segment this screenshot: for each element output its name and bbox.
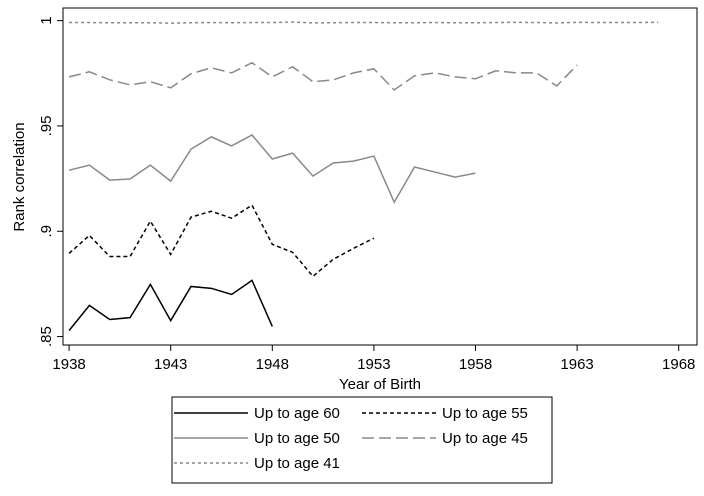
x-tick-label: 1968	[662, 356, 695, 373]
y-tick-label: .95	[38, 116, 55, 137]
legend-label: Up to age 60	[254, 405, 340, 422]
series-line	[68, 204, 375, 278]
legend	[171, 396, 553, 484]
legend-label: Up to age 41	[254, 455, 340, 472]
x-axis-label: Year of Birth	[339, 376, 421, 393]
series-line	[68, 279, 273, 331]
y-tick-label: 1	[38, 16, 55, 24]
x-tick-label: 1948	[256, 356, 289, 373]
y-tick-label: .9	[38, 225, 55, 238]
series-line	[69, 21, 659, 24]
series-line	[68, 134, 476, 204]
plot-frame	[62, 7, 698, 346]
legend-label: Up to age 50	[254, 430, 340, 447]
series-line	[68, 61, 578, 91]
x-tick-label: 1943	[154, 356, 187, 373]
y-axis-label: Rank correlation	[11, 122, 28, 231]
x-tick-label: 1938	[52, 356, 85, 373]
x-tick-label: 1958	[459, 356, 492, 373]
y-tick-label: .85	[38, 326, 55, 347]
legend-label: Up to age 45	[442, 430, 528, 447]
x-tick-label: 1953	[357, 356, 390, 373]
x-tick-label: 1963	[560, 356, 593, 373]
legend-label: Up to age 55	[442, 405, 528, 422]
